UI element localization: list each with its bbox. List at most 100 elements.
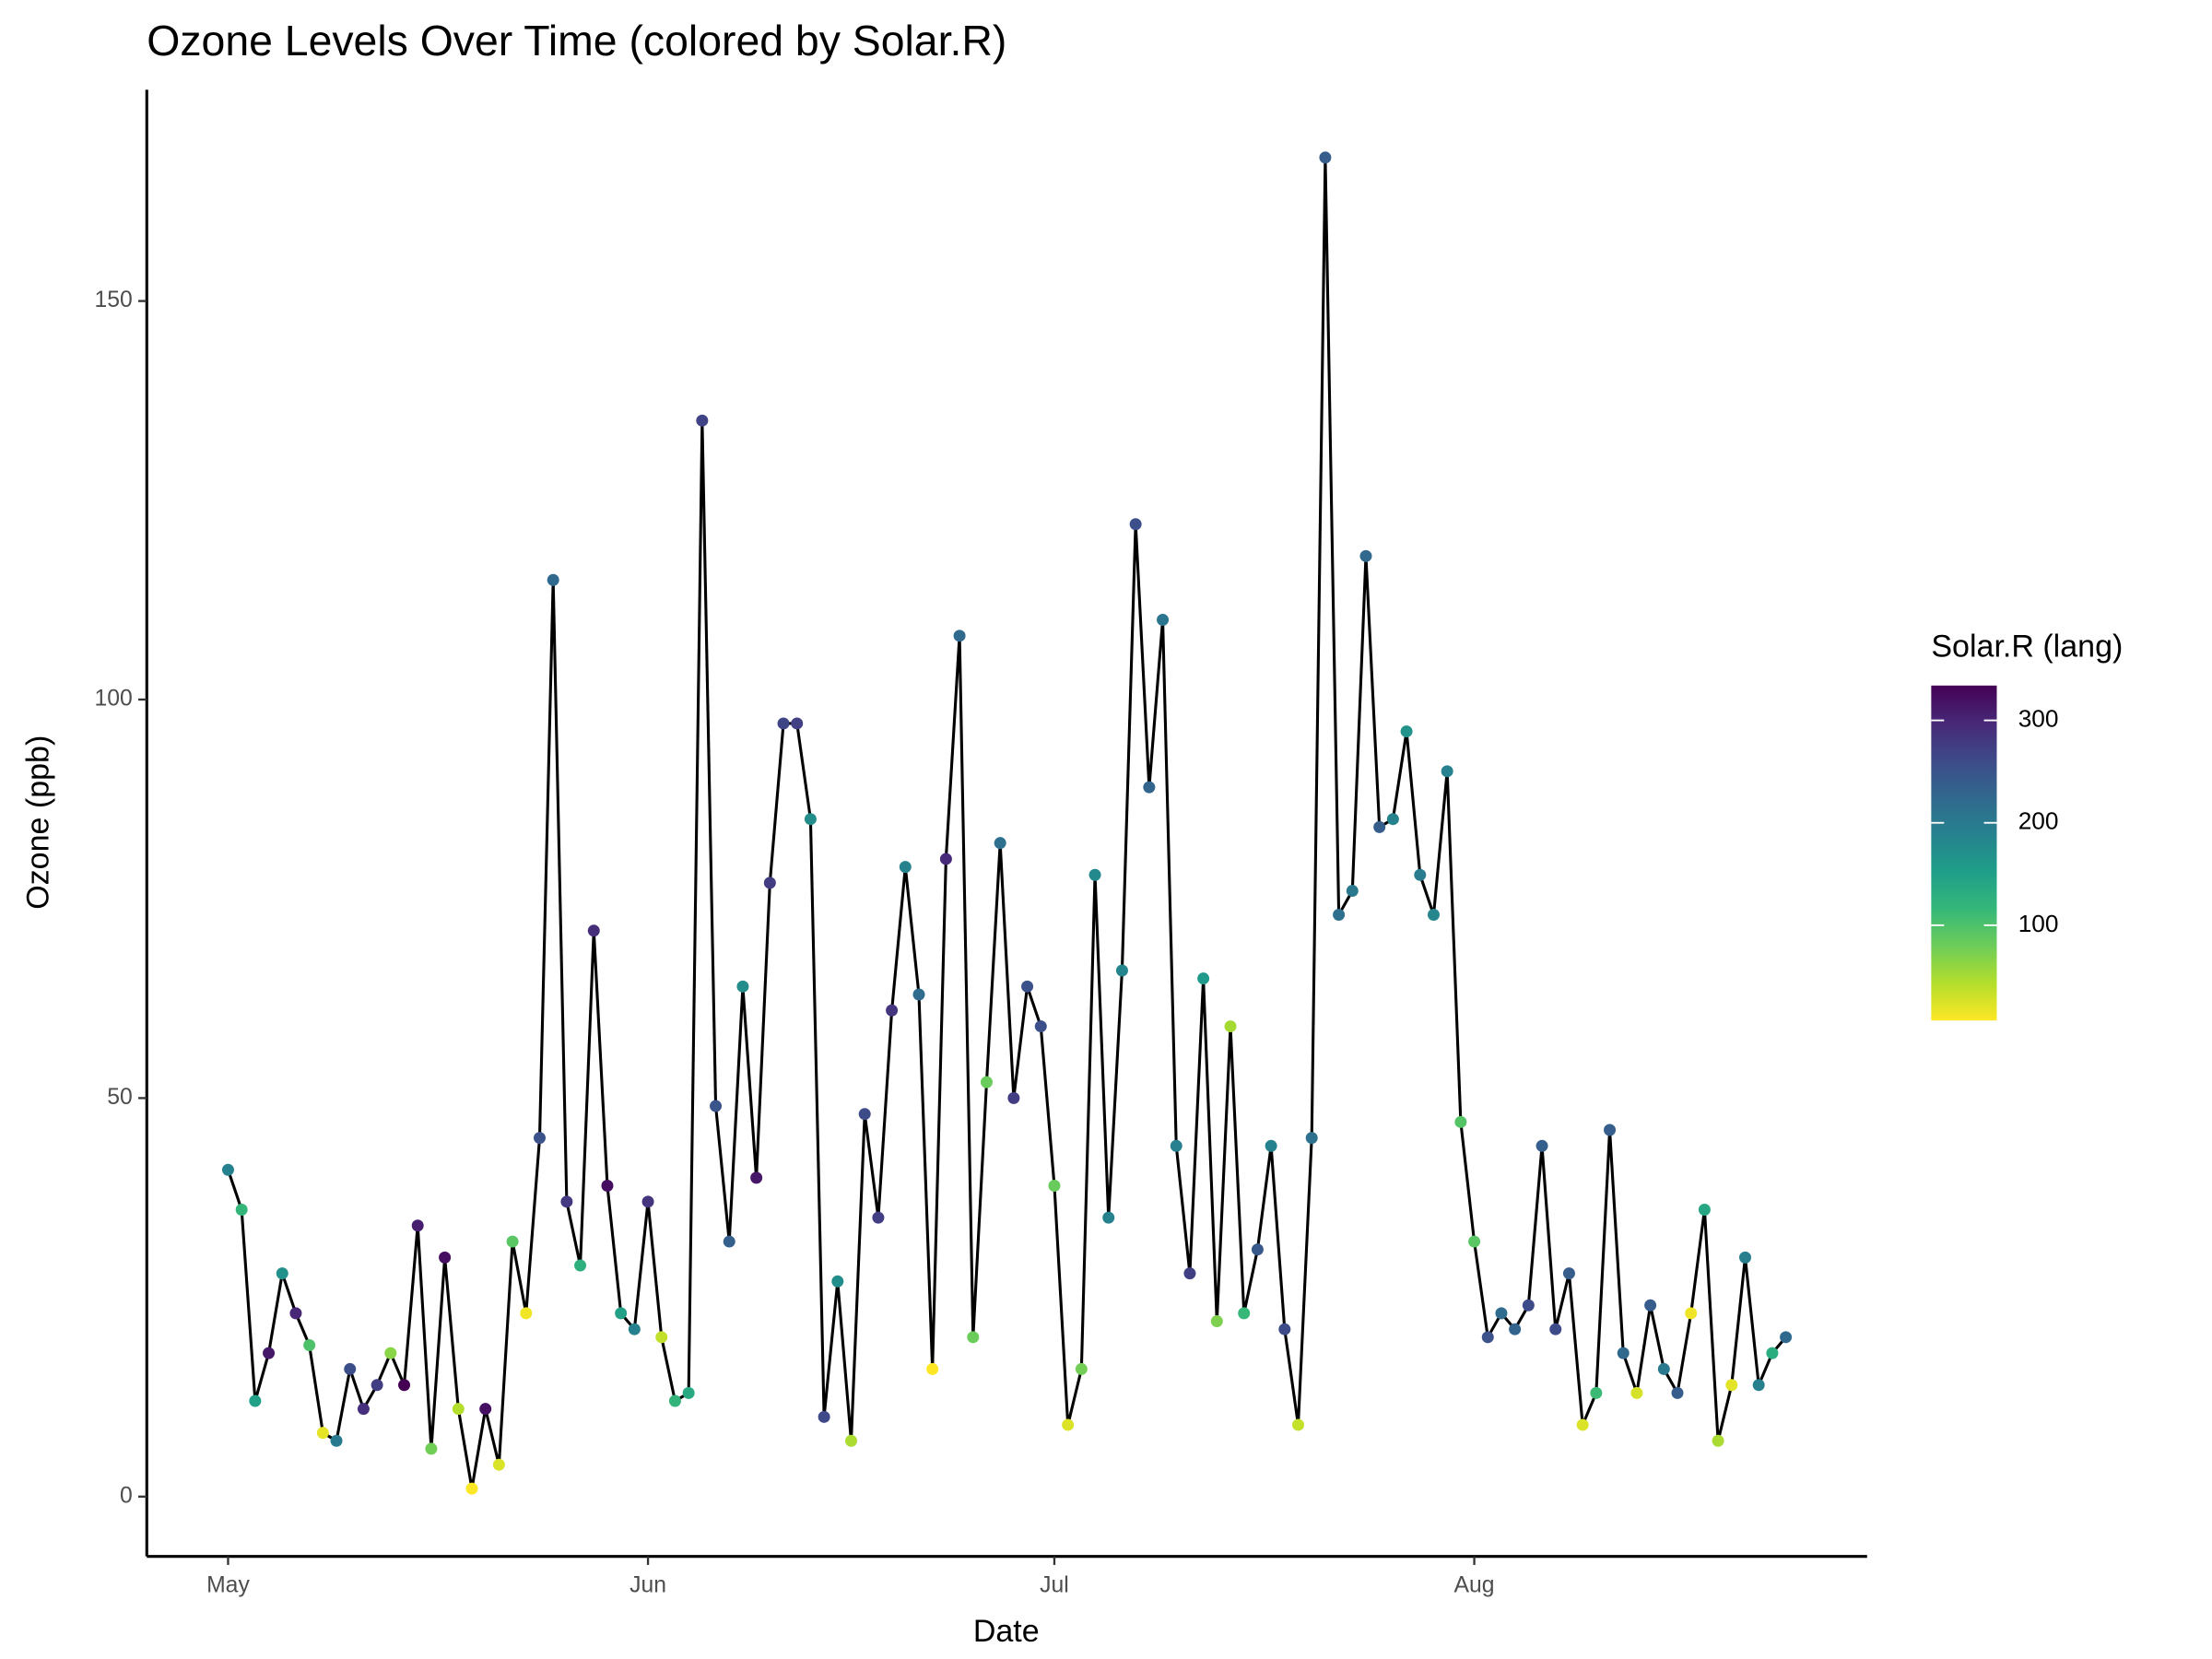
data-point — [641, 1195, 654, 1208]
data-point — [628, 1323, 641, 1335]
data-point — [1454, 1115, 1467, 1128]
data-point — [1197, 972, 1210, 985]
data-point — [439, 1251, 452, 1264]
data-point — [330, 1434, 343, 1447]
legend-title: Solar.R (lang) — [1931, 629, 2123, 665]
data-point — [1265, 1139, 1277, 1152]
data-point — [276, 1267, 288, 1280]
data-point — [1414, 868, 1427, 881]
data-point — [1007, 1091, 1020, 1104]
y-tick-label: 50 — [107, 1085, 133, 1110]
data-point — [479, 1403, 492, 1416]
data-point — [316, 1427, 329, 1440]
data-point — [303, 1338, 316, 1351]
data-point — [1590, 1386, 1603, 1399]
data-point — [1048, 1180, 1061, 1193]
colorbar-label: 300 — [2018, 705, 2059, 733]
data-point — [994, 837, 1006, 850]
data-point — [1780, 1331, 1793, 1344]
data-point — [1562, 1267, 1575, 1280]
data-point — [668, 1394, 681, 1407]
data-point — [1739, 1251, 1751, 1264]
data-point — [425, 1442, 438, 1455]
data-point — [221, 1163, 234, 1176]
data-point — [1617, 1347, 1630, 1359]
data-point — [1346, 885, 1359, 898]
data-point — [912, 988, 925, 1001]
data-point — [1468, 1235, 1481, 1248]
data-point — [492, 1458, 505, 1471]
data-point — [1143, 781, 1156, 794]
data-point — [520, 1307, 533, 1320]
data-point — [1075, 1362, 1088, 1375]
data-point — [1522, 1299, 1535, 1312]
x-tick-label: Jun — [629, 1573, 666, 1598]
data-point — [547, 573, 559, 586]
data-point — [791, 717, 804, 730]
data-point — [235, 1203, 248, 1216]
data-point — [1427, 908, 1440, 921]
data-point — [1170, 1139, 1182, 1152]
data-point — [710, 1100, 723, 1112]
data-point — [1115, 964, 1128, 977]
data-point — [953, 629, 966, 642]
data-point — [858, 1108, 871, 1121]
data-point — [696, 414, 709, 427]
data-point — [249, 1394, 262, 1407]
data-point — [1509, 1323, 1522, 1335]
data-point — [723, 1235, 735, 1248]
data-point — [289, 1307, 302, 1320]
data-point — [831, 1275, 844, 1288]
data-point — [1062, 1418, 1075, 1431]
data-point — [411, 1219, 424, 1232]
data-point — [357, 1403, 370, 1416]
data-point — [939, 853, 952, 865]
x-tick-label: Aug — [1454, 1573, 1495, 1598]
data-point — [1576, 1418, 1589, 1431]
data-point — [655, 1331, 668, 1344]
data-point — [1224, 1020, 1237, 1033]
data-point — [1400, 725, 1413, 738]
data-point — [926, 1362, 939, 1375]
data-point — [1441, 765, 1453, 778]
data-point — [1752, 1379, 1765, 1392]
data-point — [872, 1211, 885, 1224]
data-point — [587, 924, 600, 937]
data-point — [1671, 1386, 1684, 1399]
data-point — [1386, 813, 1399, 826]
data-point — [1251, 1243, 1264, 1256]
data-point — [1305, 1132, 1318, 1145]
data-point — [682, 1386, 695, 1399]
ozone-line — [226, 157, 1787, 1489]
data-point — [1238, 1307, 1251, 1320]
data-point — [1210, 1315, 1223, 1328]
x-axis-label: Date — [973, 1614, 1040, 1649]
data-point — [533, 1132, 546, 1145]
data-point — [371, 1379, 383, 1392]
data-point — [1333, 908, 1346, 921]
data-point — [1129, 518, 1142, 531]
data-point — [736, 980, 749, 993]
data-point — [1373, 820, 1386, 833]
data-point — [1712, 1434, 1724, 1447]
data-point — [1359, 549, 1372, 562]
data-point — [560, 1195, 573, 1208]
data-point — [1725, 1379, 1738, 1392]
data-point — [506, 1235, 519, 1248]
data-point — [967, 1331, 980, 1344]
data-point — [980, 1076, 993, 1088]
data-point — [1685, 1307, 1698, 1320]
data-point — [1657, 1362, 1670, 1375]
data-point — [818, 1410, 830, 1423]
data-point — [886, 1004, 899, 1017]
data-point — [1644, 1299, 1657, 1312]
data-point — [615, 1307, 628, 1320]
data-point — [1604, 1124, 1617, 1136]
x-tick-label: Jul — [1040, 1573, 1069, 1598]
data-point — [845, 1434, 858, 1447]
data-point — [1102, 1211, 1115, 1224]
data-point — [804, 813, 817, 826]
data-point — [263, 1347, 276, 1359]
data-point — [1549, 1323, 1562, 1335]
data-point — [574, 1259, 587, 1272]
